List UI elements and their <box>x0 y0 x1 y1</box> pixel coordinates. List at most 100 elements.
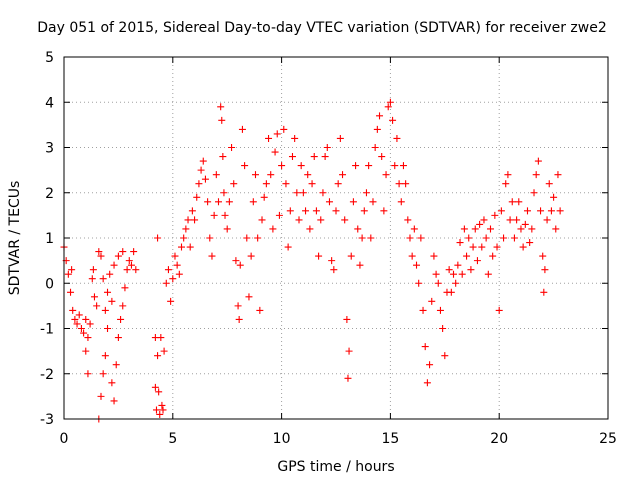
data-point <box>114 334 122 342</box>
data-point <box>258 216 266 224</box>
y-tick-label: 4 <box>45 95 54 111</box>
data-point <box>489 252 497 260</box>
data-point <box>519 243 527 251</box>
data-point <box>436 306 444 314</box>
data-point <box>293 189 301 197</box>
y-tick-label: -1 <box>40 322 54 338</box>
data-point <box>484 270 492 278</box>
data-point <box>380 207 388 215</box>
data-point <box>284 243 292 251</box>
data-point <box>223 225 231 233</box>
data-point <box>426 361 434 369</box>
x-tick-label: 5 <box>168 431 177 447</box>
data-point <box>68 266 76 274</box>
data-point <box>262 180 270 188</box>
data-point <box>218 116 226 124</box>
data-point <box>112 361 120 369</box>
data-point <box>543 216 551 224</box>
data-point <box>517 225 525 233</box>
data-point <box>201 175 209 183</box>
data-point <box>521 220 529 228</box>
data-point <box>93 302 101 310</box>
data-point <box>234 302 242 310</box>
data-point <box>471 225 479 233</box>
data-point <box>358 234 366 242</box>
x-tick-label: 20 <box>490 431 508 447</box>
data-point <box>432 270 440 278</box>
y-tick-label: 2 <box>45 186 54 202</box>
data-point <box>526 239 534 247</box>
data-point <box>169 275 177 283</box>
data-point <box>365 162 373 170</box>
data-point <box>82 347 90 355</box>
data-points <box>60 98 564 423</box>
data-point <box>491 211 499 219</box>
data-point <box>504 171 512 179</box>
data-point <box>291 134 299 142</box>
data-point <box>132 266 140 274</box>
data-point <box>282 180 290 188</box>
data-point <box>343 315 351 323</box>
data-point <box>208 252 216 260</box>
data-point <box>328 257 336 265</box>
data-point <box>251 171 259 179</box>
data-point <box>528 225 536 233</box>
chart-title: Day 051 of 2015, Sidereal Day-to-day VTE… <box>37 20 607 36</box>
data-point <box>458 270 466 278</box>
data-point <box>271 148 279 156</box>
data-point <box>84 334 92 342</box>
data-point <box>101 352 109 360</box>
data-point <box>404 216 412 224</box>
data-point <box>356 261 364 269</box>
data-point <box>463 252 471 260</box>
data-point <box>108 297 116 305</box>
data-point <box>117 315 125 323</box>
data-point <box>389 116 397 124</box>
data-point <box>384 103 392 111</box>
data-point <box>376 112 384 120</box>
data-point <box>90 293 98 301</box>
data-point <box>495 306 503 314</box>
data-point <box>406 234 414 242</box>
data-point <box>97 252 105 260</box>
data-point <box>199 157 207 165</box>
data-point <box>402 180 410 188</box>
data-point <box>362 189 370 197</box>
y-tick-label: -3 <box>40 412 54 428</box>
data-point <box>159 406 167 414</box>
data-point <box>439 325 447 332</box>
data-point <box>84 370 92 378</box>
data-point <box>221 211 229 219</box>
data-point <box>341 216 349 224</box>
data-point <box>373 125 381 133</box>
data-point <box>125 257 133 265</box>
data-point <box>97 392 105 400</box>
data-point <box>391 162 399 170</box>
data-point <box>430 252 438 260</box>
data-point <box>184 216 192 224</box>
data-point <box>104 325 112 332</box>
data-point <box>445 266 453 274</box>
data-point <box>260 193 268 201</box>
data-point <box>280 125 288 133</box>
data-point <box>130 248 138 256</box>
data-point <box>482 234 490 242</box>
data-point <box>539 252 547 260</box>
data-point <box>452 279 460 287</box>
data-point <box>310 153 318 161</box>
data-point <box>447 288 455 296</box>
data-point <box>164 266 172 274</box>
data-point <box>378 153 386 161</box>
data-point <box>167 297 175 305</box>
data-point <box>191 216 199 224</box>
data-point <box>321 153 329 161</box>
data-point <box>151 383 159 391</box>
data-point <box>395 180 403 188</box>
data-point <box>212 171 220 179</box>
data-point <box>210 211 218 219</box>
data-point <box>278 162 286 170</box>
data-point <box>421 343 429 351</box>
x-axis-label: GPS time / hours <box>277 459 394 475</box>
data-point <box>554 171 562 179</box>
